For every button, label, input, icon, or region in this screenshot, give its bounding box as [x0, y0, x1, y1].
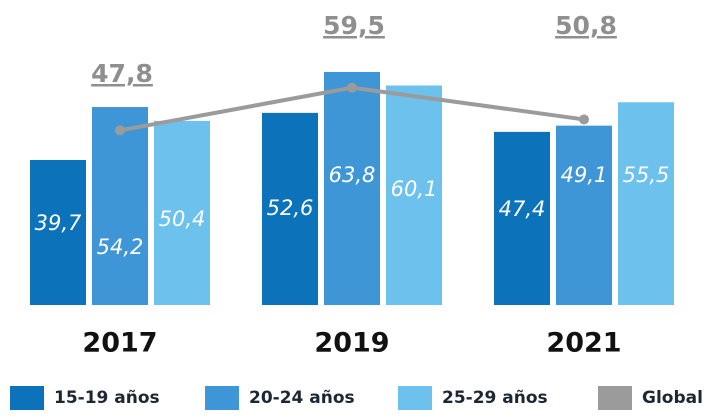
- legend-swatch: [598, 386, 632, 410]
- global-label: 47,8: [91, 59, 153, 88]
- bar: [494, 131, 550, 305]
- bar: [324, 71, 380, 305]
- legend-swatch: [205, 386, 239, 410]
- bar: [262, 112, 318, 306]
- bar: [30, 159, 86, 305]
- x-tick-label: 2021: [546, 328, 621, 359]
- global-label: 50,8: [555, 11, 617, 40]
- value-label: 63,8: [329, 163, 376, 187]
- legend-swatch: [398, 386, 432, 410]
- value-label: 54,2: [97, 235, 144, 259]
- bar: [618, 102, 674, 305]
- value-label: 50,4: [159, 207, 206, 231]
- bar: [154, 120, 210, 305]
- value-label: 60,1: [391, 177, 438, 201]
- value-label: 47,4: [499, 197, 546, 221]
- bar: [556, 125, 612, 305]
- legend-label: 15-19 años: [54, 388, 160, 408]
- value-label: 55,5: [623, 163, 670, 187]
- legend-label: Global: [642, 388, 703, 408]
- point: [115, 125, 125, 136]
- value-label: 49,1: [561, 163, 608, 187]
- x-tick-label: 2019: [314, 328, 389, 359]
- global-label: 59,5: [323, 11, 385, 40]
- point: [579, 114, 589, 125]
- bar: [386, 85, 442, 305]
- legend-label: 25-29 años: [442, 388, 548, 408]
- value-label: 39,7: [35, 211, 82, 235]
- point: [347, 82, 357, 93]
- x-tick-label: 2017: [82, 328, 157, 359]
- bar: [92, 107, 148, 305]
- legend-swatch: [10, 386, 44, 410]
- legend-label: 20-24 años: [249, 388, 355, 408]
- value-label: 52,6: [267, 196, 314, 220]
